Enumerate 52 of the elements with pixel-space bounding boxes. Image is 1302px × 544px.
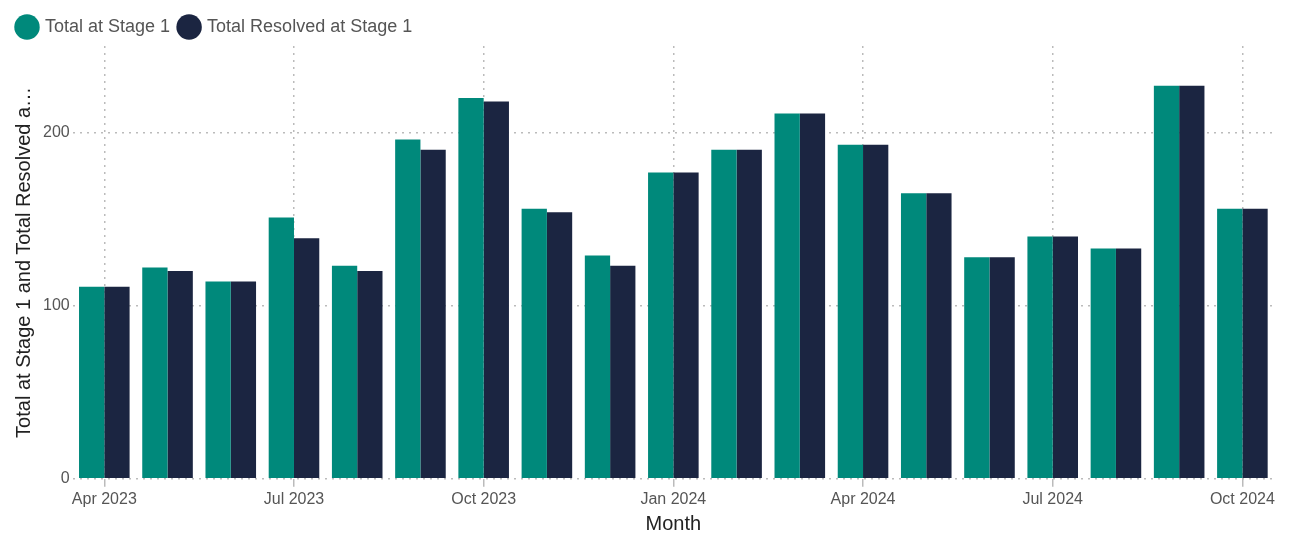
y-tick-label: 0	[60, 469, 70, 487]
bar	[584, 255, 611, 479]
bar	[420, 149, 446, 479]
bar	[863, 144, 889, 479]
bar	[1153, 85, 1180, 479]
bar	[483, 101, 509, 479]
bar	[521, 208, 547, 479]
bar	[610, 265, 636, 479]
bar	[964, 257, 990, 479]
bar	[736, 149, 762, 479]
bar	[900, 193, 927, 479]
bar	[142, 267, 168, 479]
bar	[1115, 248, 1142, 479]
bar	[673, 172, 699, 479]
bar	[357, 271, 383, 479]
bar	[837, 144, 864, 479]
y-axis-title: Total at Stage 1 and Total Resolved a…	[11, 86, 34, 438]
bar	[799, 113, 826, 479]
x-tick-label: Oct 2024	[1209, 489, 1275, 507]
x-tick-label: Jul 2024	[1022, 489, 1084, 507]
x-axis-title: Month	[645, 511, 702, 534]
bar	[458, 97, 484, 479]
bar	[79, 286, 105, 479]
bar	[293, 238, 320, 479]
x-tick-label: Oct 2023	[451, 489, 517, 507]
x-tick-label: Apr 2024	[830, 489, 896, 507]
bar	[331, 265, 358, 479]
bar	[1179, 85, 1205, 479]
bar	[1052, 236, 1078, 479]
bar	[395, 139, 421, 479]
x-tick-label: Jan 2024	[640, 489, 707, 507]
bar	[167, 271, 193, 479]
bar	[1090, 248, 1116, 479]
x-tick-label: Apr 2023	[71, 489, 137, 507]
bar	[230, 281, 257, 479]
bar	[104, 286, 130, 479]
bar	[989, 257, 1015, 479]
bar	[268, 217, 294, 479]
legend-label: Total at Stage 1	[45, 15, 171, 36]
y-tick-label: 200	[42, 122, 70, 140]
bar	[774, 113, 800, 479]
x-tick-label: Jul 2023	[263, 489, 325, 507]
bar	[1217, 208, 1243, 479]
bar	[648, 172, 674, 479]
legend-label: Total Resolved at Stage 1	[207, 15, 413, 36]
bar	[926, 193, 952, 479]
bar	[546, 212, 573, 479]
bar	[1242, 208, 1268, 479]
bar	[711, 149, 737, 479]
bar	[205, 281, 231, 479]
y-tick-label: 100	[42, 296, 70, 314]
bar	[1027, 236, 1053, 479]
